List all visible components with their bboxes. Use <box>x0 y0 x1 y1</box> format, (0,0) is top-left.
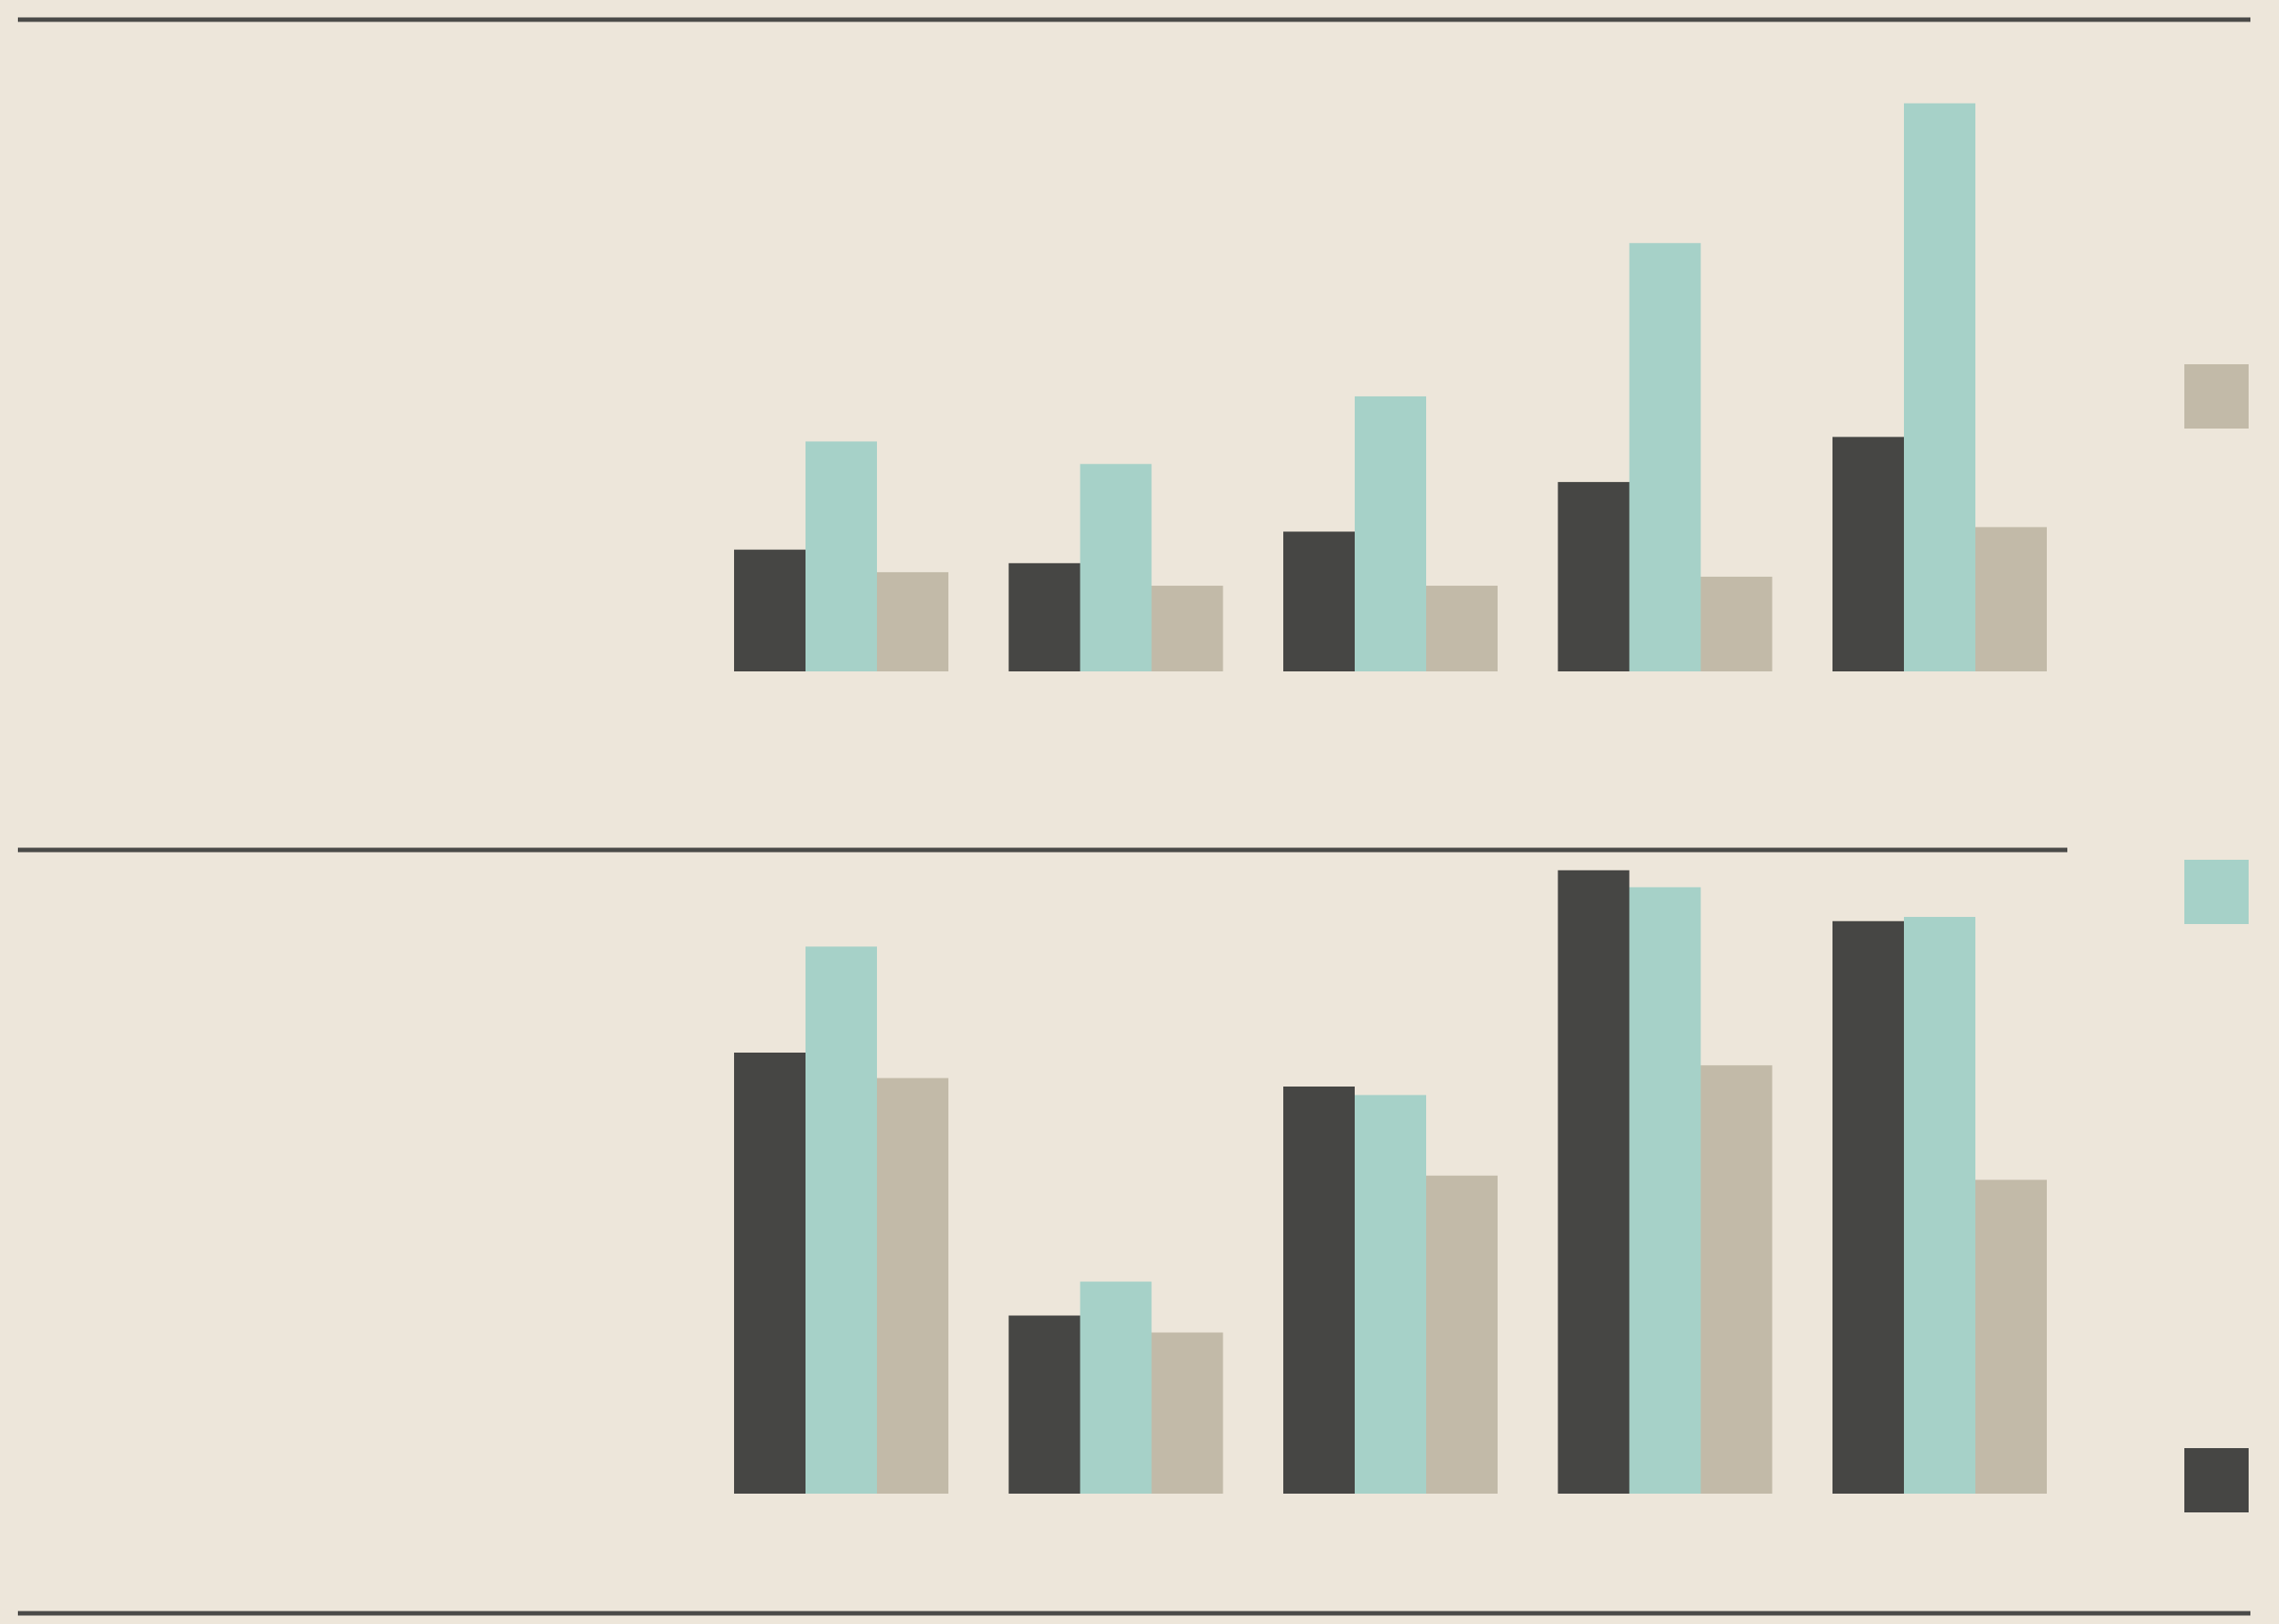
bar-bottom-group5-series1 <box>1832 920 1904 1494</box>
bar-bottom-group4-series2 <box>1629 887 1701 1494</box>
bar-top-group1-series2 <box>806 441 877 671</box>
bar-bottom-group3-series2 <box>1355 1095 1426 1494</box>
bar-top-group3-series1 <box>1283 531 1355 671</box>
top-panel-bars <box>734 103 2047 671</box>
bar-bottom-group2-series1 <box>1008 1315 1081 1494</box>
bar-bottom-group2-series2 <box>1080 1281 1152 1494</box>
bar-top-group2-series1 <box>1008 562 1081 671</box>
bar-bottom-group1-series3 <box>877 1078 948 1494</box>
bar-bottom-group1-series1 <box>734 1053 806 1494</box>
bar-top-group4-series2 <box>1629 243 1701 671</box>
bar-bottom-group5-series3 <box>1975 1179 2047 1494</box>
bar-top-group1-series1 <box>734 549 806 671</box>
bar-top-group3-series2 <box>1355 396 1426 671</box>
bar-bottom-group4-series3 <box>1700 1065 1773 1494</box>
bar-bottom-group1-series2 <box>806 946 877 1494</box>
bar-bottom-group3-series3 <box>1426 1175 1498 1494</box>
bar-bottom-group3-series1 <box>1283 1087 1355 1494</box>
bottom-panel-bars <box>734 870 2047 1494</box>
bar-bottom-group4-series1 <box>1557 870 1630 1494</box>
legend-swatch-dark <box>2184 1448 2249 1512</box>
bar-bottom-group2-series3 <box>1151 1332 1223 1494</box>
bar-top-group2-series3 <box>1151 586 1223 671</box>
legend-swatch-teal <box>2184 860 2249 924</box>
legend <box>2184 364 2249 1512</box>
bar-top-group2-series2 <box>1080 463 1152 671</box>
bar-top-group5-series2 <box>1904 103 1975 671</box>
bar-top-group3-series3 <box>1426 586 1498 671</box>
legend-swatch-tan <box>2184 364 2249 429</box>
bar-top-group5-series3 <box>1975 527 2047 671</box>
bar-top-group4-series1 <box>1557 481 1630 671</box>
bar-top-group4-series3 <box>1700 576 1773 671</box>
bar-top-group1-series3 <box>877 571 948 671</box>
bar-top-group5-series1 <box>1832 437 1904 671</box>
bar-bottom-group5-series2 <box>1904 917 1975 1494</box>
